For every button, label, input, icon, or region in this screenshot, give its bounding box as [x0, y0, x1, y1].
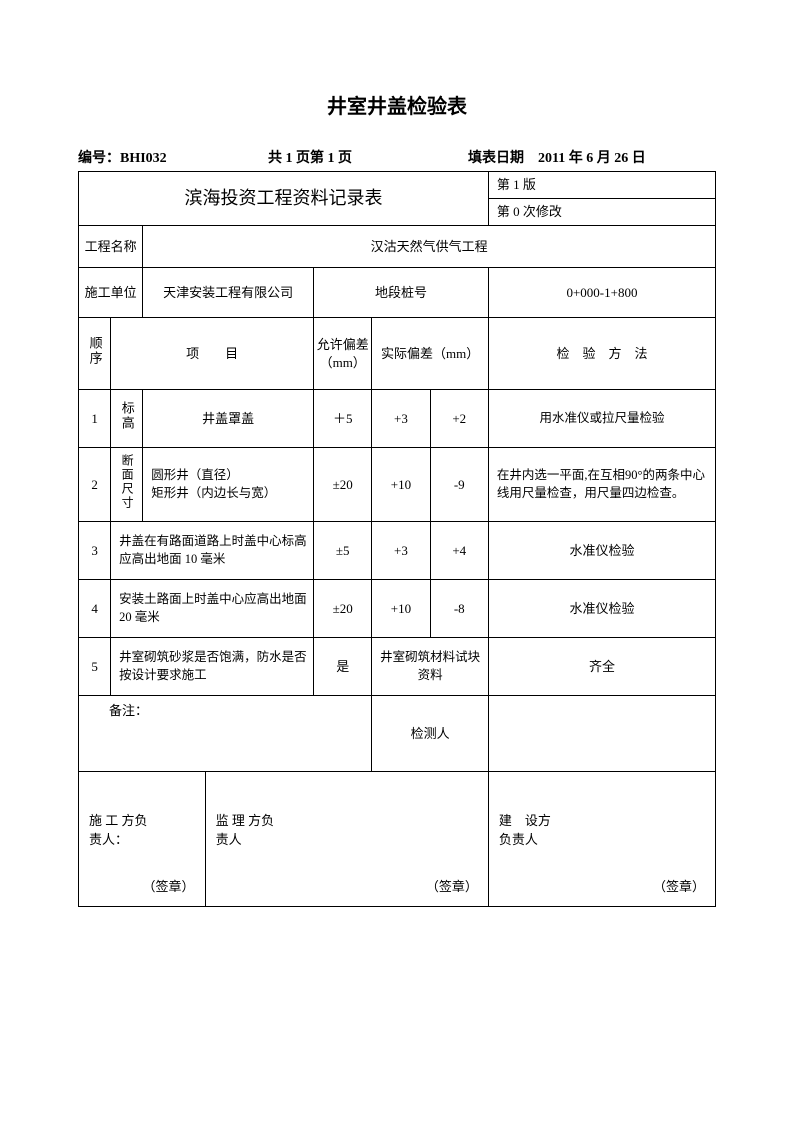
- header-line: 编号：BHI032 共 1 页第 1 页 填表日期 2011 年 6 月 26 …: [78, 147, 716, 167]
- table-row: 5 井室砌筑砂浆是否饱满，防水是否按设计要求施工 是 井室砌筑材料试块资料 齐全: [79, 638, 716, 696]
- row-no: 5: [79, 638, 111, 696]
- row-actual-1: +10: [372, 580, 430, 638]
- notes-row: 备注： 检测人: [79, 696, 716, 772]
- inspector-value: [488, 696, 715, 772]
- header-tolerance: 允许偏差（mm）: [314, 318, 372, 390]
- row-method: 水准仪检验: [488, 580, 715, 638]
- row-no: 3: [79, 522, 111, 580]
- row-no: 2: [79, 448, 111, 522]
- table-row: 4 安装土路面上时盖中心应高出地面 20 毫米 ±20 +10 -8 水准仪检验: [79, 580, 716, 638]
- sig-construction-label: 施 工 方负责人：: [89, 812, 149, 848]
- header-item: 项 目: [111, 318, 314, 390]
- stamp-text: （签章）: [426, 878, 478, 896]
- row-actual-2: +4: [430, 522, 488, 580]
- document-title: 井室井盖检验表: [78, 90, 716, 119]
- row-method: 用水准仪或拉尺量检验: [488, 390, 715, 448]
- table-row: 2 断面尺寸 圆形井（直径） 矩形井（内边长与宽） ±20 +10 -9 在井内…: [79, 448, 716, 522]
- stake-label: 地段桩号: [314, 268, 489, 318]
- inspector-label: 检测人: [372, 696, 489, 772]
- inspection-table: 滨海投资工程资料记录表 第 1 版 第 0 次修改 工程名称 汉沽天然气供气工程…: [78, 171, 716, 907]
- header-order: 顺序: [79, 318, 111, 390]
- row-item: 井室砌筑砂浆是否饱满，防水是否按设计要求施工: [111, 638, 314, 696]
- row-actual-1: +10: [372, 448, 430, 522]
- row-category: 断面尺寸: [111, 448, 143, 522]
- row-actual-1: +3: [372, 390, 430, 448]
- sig-supervisor-label: 监 理 方负责人: [216, 812, 276, 848]
- revision-cell: 第 0 次修改: [488, 199, 715, 226]
- fill-date-label: 填表日期: [468, 151, 524, 166]
- header-actual: 实际偏差（mm）: [372, 318, 489, 390]
- serial-label: 编号：: [78, 151, 120, 166]
- contractor-row: 施工单位 天津安装工程有限公司 地段桩号 0+000-1+800: [79, 268, 716, 318]
- row-actual-2: -8: [430, 580, 488, 638]
- row-actual-merged: 井室砌筑材料试块资料: [372, 638, 489, 696]
- table-row: 3 井盖在有路面道路上时盖中心标高应高出地面 10 毫米 ±5 +3 +4 水准…: [79, 522, 716, 580]
- project-name-value: 汉沽天然气供气工程: [143, 226, 716, 268]
- row-item: 安装土路面上时盖中心应高出地面 20 毫米: [111, 580, 314, 638]
- row-method: 齐全: [488, 638, 715, 696]
- project-name-row: 工程名称 汉沽天然气供气工程: [79, 226, 716, 268]
- serial-value: BHI032: [120, 151, 167, 166]
- row-no: 4: [79, 580, 111, 638]
- version-cell: 第 1 版: [488, 172, 715, 199]
- row-actual-2: -9: [430, 448, 488, 522]
- row-actual-1: +3: [372, 522, 430, 580]
- row-method: 水准仪检验: [488, 522, 715, 580]
- record-title: 滨海投资工程资料记录表: [79, 172, 489, 226]
- contractor-value: 天津安装工程有限公司: [143, 268, 314, 318]
- row-tolerance: ±5: [314, 522, 372, 580]
- row-tolerance: 是: [314, 638, 372, 696]
- signature-construction: 施 工 方负责人： （签章）: [79, 772, 206, 907]
- row-tolerance: ＋5: [314, 390, 372, 448]
- row-item: 圆形井（直径） 矩形井（内边长与宽）: [143, 448, 314, 522]
- row-tolerance: ±20: [314, 448, 372, 522]
- fill-date: 填表日期 2011 年 6 月 26 日: [468, 147, 716, 167]
- document-page: 井室井盖检验表 编号：BHI032 共 1 页第 1 页 填表日期 2011 年…: [0, 0, 794, 967]
- row-item: 井盖在有路面道路上时盖中心标高应高出地面 10 毫米: [111, 522, 314, 580]
- stake-value: 0+000-1+800: [488, 268, 715, 318]
- row-no: 1: [79, 390, 111, 448]
- signature-supervisor: 监 理 方负责人 （签章）: [205, 772, 488, 907]
- notes-cell: 备注：: [79, 696, 372, 772]
- row-actual-2: +2: [430, 390, 488, 448]
- page-info: 共 1 页第 1 页: [268, 147, 468, 167]
- row-tolerance: ±20: [314, 580, 372, 638]
- record-title-row: 滨海投资工程资料记录表 第 1 版: [79, 172, 716, 199]
- contractor-label: 施工单位: [79, 268, 143, 318]
- serial-number: 编号：BHI032: [78, 147, 268, 167]
- column-headers-row: 顺序 项 目 允许偏差（mm） 实际偏差（mm） 检 验 方 法: [79, 318, 716, 390]
- stamp-text: （签章）: [143, 878, 195, 896]
- row-item: 井盖罩盖: [143, 390, 314, 448]
- signature-builder: 建 设方负责人 （签章）: [488, 772, 715, 907]
- table-row: 1 标高 井盖罩盖 ＋5 +3 +2 用水准仪或拉尺量检验: [79, 390, 716, 448]
- project-name-label: 工程名称: [79, 226, 143, 268]
- row-category: 标高: [111, 390, 143, 448]
- header-method: 检 验 方 法: [488, 318, 715, 390]
- stamp-text: （签章）: [653, 878, 705, 896]
- signature-row: 施 工 方负责人： （签章） 监 理 方负责人 （签章） 建 设方负责人 （签章…: [79, 772, 716, 907]
- fill-date-value: 2011 年 6 月 26 日: [538, 151, 646, 166]
- row-method: 在井内选一平面,在互相90°的两条中心线用尺量检查，用尺量四边检查。: [488, 448, 715, 522]
- sig-builder-label: 建 设方负责人: [499, 812, 559, 848]
